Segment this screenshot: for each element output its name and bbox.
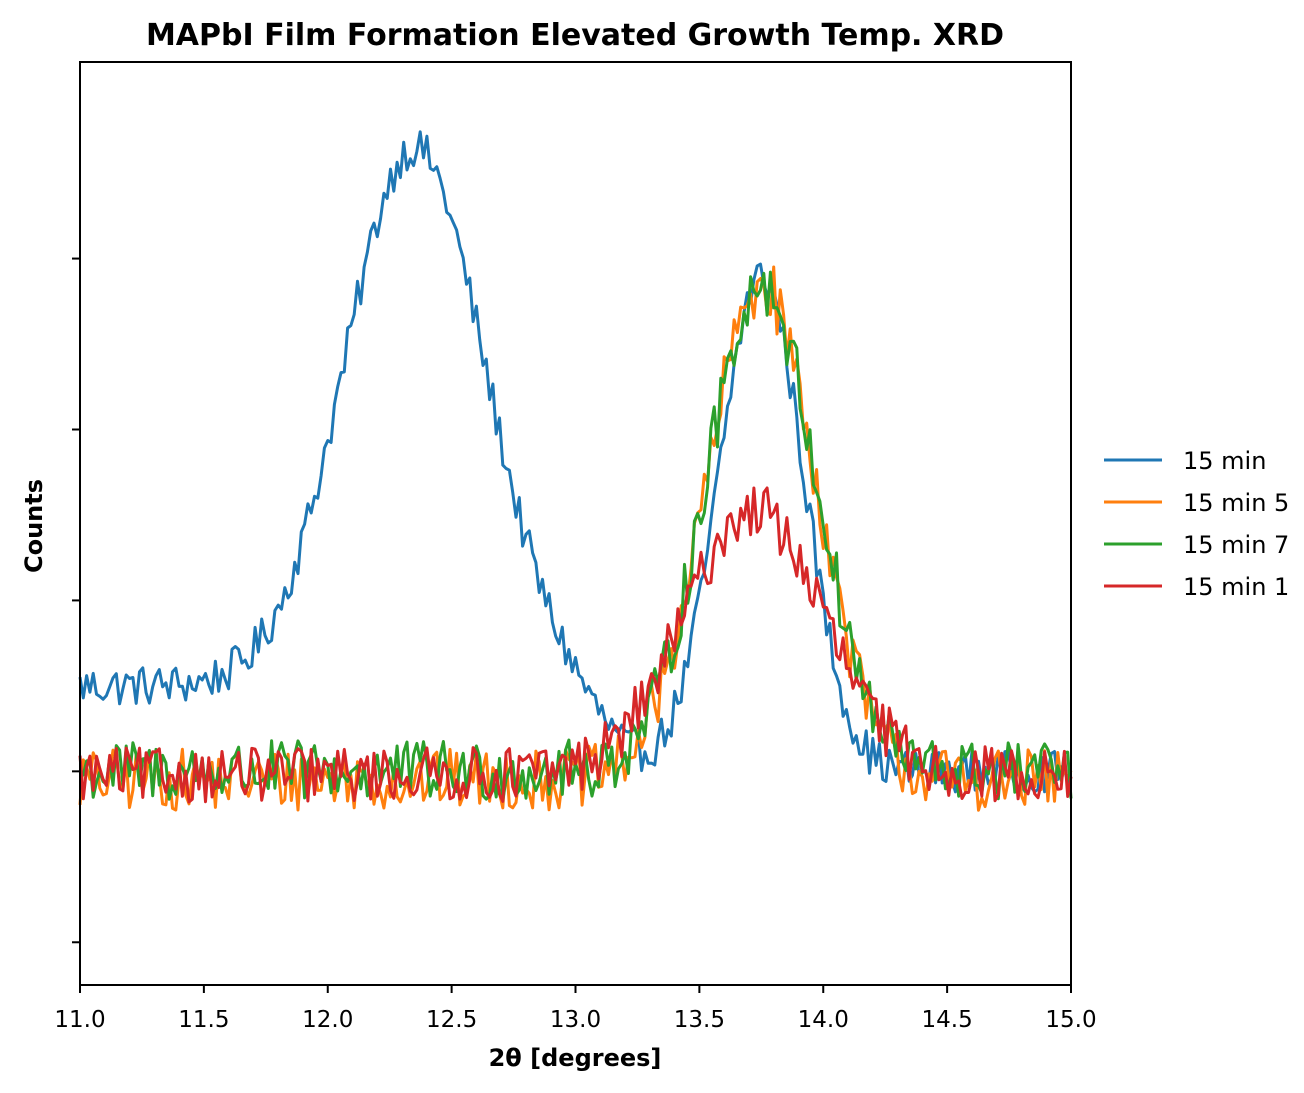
x-axis-label: 2θ [degrees] [489,1044,662,1072]
x-tick-label: 12.5 [426,1007,477,1033]
legend-label: 15 min 7 [1183,531,1289,559]
series-line [78,486,1073,804]
x-tick-label: 13.0 [550,1007,601,1033]
series-line [78,130,1072,794]
x-axis-ticks: 11.0 11.5 12.0 12.5 13.0 13.5 14.0 14.5 15.0 [54,985,1097,1033]
x-tick-label: 11.0 [54,1007,105,1033]
x-tick-label: 11.5 [178,1007,229,1033]
x-tick-label: 15.0 [1045,1007,1096,1033]
chart-title: MAPbI Film Formation Elevated Growth Tem… [146,18,1004,53]
series-line [78,265,1073,812]
x-tick-label: 14.5 [922,1007,973,1033]
plot-frame [79,61,1072,986]
y-axis-label: Counts [20,479,48,573]
x-tick-label: 13.5 [674,1007,725,1033]
legend: 15 min 15 min 5 15 min 7 15 min 1 [1104,447,1289,601]
legend-label: 15 min 5 [1183,489,1289,517]
legend-label: 15 min [1183,447,1266,475]
y-axis-ticks [72,257,80,944]
x-tick-label: 14.0 [798,1007,849,1033]
legend-label: 15 min 1 [1183,573,1289,601]
series-line [79,270,1073,802]
plot-area [78,130,1073,812]
x-tick-label: 12.0 [302,1007,353,1033]
